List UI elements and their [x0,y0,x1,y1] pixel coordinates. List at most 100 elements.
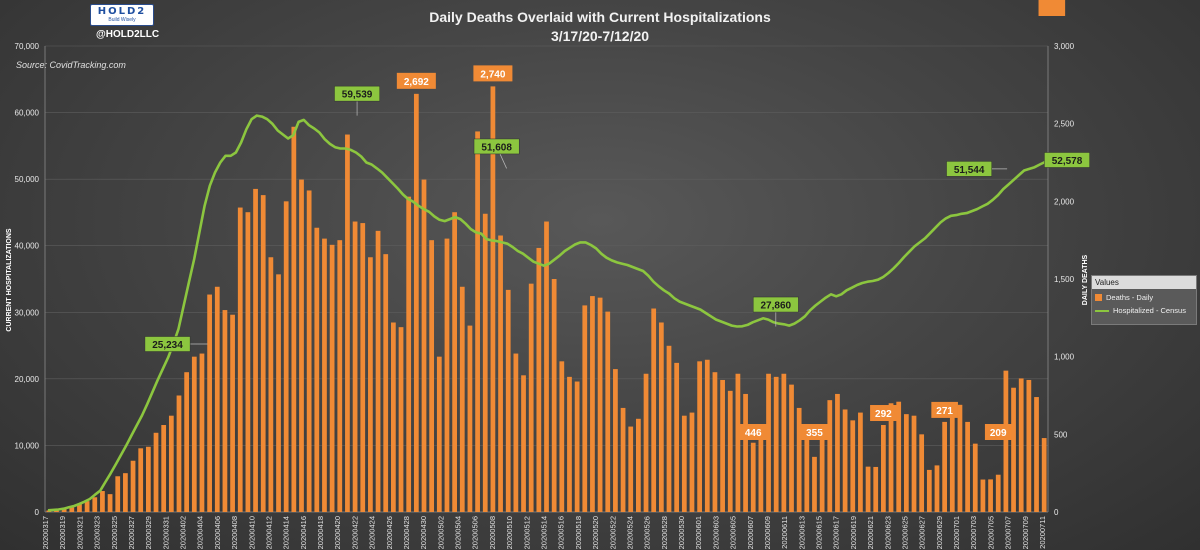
x-tick-label: 20200615 [815,516,824,549]
bar-deaths [452,212,457,512]
logo-text: HOLD2 [97,6,147,17]
bar-deaths [735,373,741,512]
bar-deaths [237,207,243,512]
label-deaths: 446 [745,428,762,439]
bar-deaths [69,507,75,512]
label-deaths: 292 [875,409,892,420]
legend-title: Values [1092,276,1196,289]
bar-deaths [268,257,274,512]
bar-deaths [276,274,281,512]
bar-deaths [444,238,450,512]
bar-deaths [613,369,618,512]
x-tick-label: 20200623 [883,516,892,549]
bar-deaths [1011,387,1016,512]
bar-deaths [827,400,833,512]
bar-deaths [352,221,358,512]
x-tick-label: 20200323 [93,516,102,549]
label-deaths: 271 [936,406,953,417]
bar-deaths [704,359,710,512]
bar-deaths [1018,378,1024,512]
bar-deaths [84,501,90,512]
bar-deaths [138,448,144,512]
bar-deaths [643,373,649,512]
bar-deaths [528,283,534,512]
bar-deaths [521,375,526,512]
label-box-hospitalized [334,85,380,102]
label-hospitalized: 59,539 [342,90,373,101]
chart-title: Daily Deaths Overlaid with Current Hospi… [429,9,771,25]
x-tick-label: 20200629 [935,516,944,549]
bar-deaths [934,465,940,512]
x-tick-label: 20200416 [299,516,308,549]
bar-deaths [161,425,167,512]
x-tick-label: 20200607 [746,516,755,549]
x-tick-label: 20200705 [986,516,995,549]
line-hospitalized [47,114,1046,512]
bar-deaths [314,227,320,513]
bar-deaths [536,247,542,512]
y-left-tick: 30,000 [15,308,40,317]
x-tick-label: 20200404 [196,516,205,549]
x-tick-label: 20200329 [144,516,153,549]
bar-deaths [92,497,98,512]
x-tick-label: 20200524 [625,516,634,549]
x-tick-label: 20200707 [1004,516,1013,549]
y-right-tick: 1,000 [1054,353,1075,362]
bar-deaths [207,294,212,512]
bar-deaths [949,404,955,512]
bar-deaths [329,244,335,512]
bar-deaths [620,407,626,512]
bar-deaths [368,257,373,512]
y-right-tick: 2,500 [1054,120,1075,129]
bar-deaths [804,434,810,512]
x-tick-label: 20200327 [127,516,136,549]
x-tick-label: 20200709 [1021,516,1030,549]
bar-deaths [168,415,174,512]
bar-deaths [597,297,603,512]
x-tick-label: 20200621 [866,516,875,549]
y-left-tick: 0 [35,508,40,517]
bar-deaths [360,223,366,512]
x-tick-label: 20200627 [918,516,927,549]
x-tick-label: 20200512 [522,516,531,549]
x-tick-label: 20200603 [711,516,720,549]
bar-deaths [636,418,641,512]
label-hospitalized: 51,608 [481,142,512,153]
x-tick-label: 20200424 [368,516,377,549]
bar-deaths [291,126,297,513]
x-tick-label: 20200611 [780,516,789,549]
bar-deaths [283,201,289,513]
bar-deaths [1041,438,1047,512]
label-box-deaths [739,424,767,440]
bar-deaths [628,426,634,512]
y-right-tick: 0 [1054,508,1059,517]
label-hospitalized: 25,234 [152,340,183,351]
bar-deaths [919,434,925,512]
x-tick-label: 20200502 [436,516,445,549]
bar-deaths [230,314,235,512]
bar-deaths [965,421,970,512]
x-tick-label: 20200331 [161,516,170,549]
x-tick-label: 20200514 [540,516,549,549]
handle: @HOLD2LLC [96,29,160,40]
y-right-label: DAILY DEATHS [1082,254,1089,305]
label-box-hospitalized [473,138,520,155]
label-deaths: 355 [806,428,823,439]
y-left-tick: 50,000 [15,175,40,184]
bar-deaths [972,443,978,512]
x-tick-label: 20200325 [110,516,119,549]
label-deaths: 476 [1043,0,1060,3]
bar-deaths [253,188,258,512]
bar-deaths [674,362,680,512]
label-box-deaths [870,405,897,422]
bar-deaths [505,289,511,512]
bar-deaths [467,325,473,512]
legend-label-deaths: Deaths - Daily [1106,293,1154,302]
bar-deaths [605,311,611,512]
x-tick-label: 20200508 [488,516,497,549]
bar-deaths [222,310,228,512]
bar-deaths [681,415,687,512]
bar-deaths [1003,370,1009,512]
x-tick-label: 20200504 [454,516,463,549]
bar-deaths [666,345,672,512]
